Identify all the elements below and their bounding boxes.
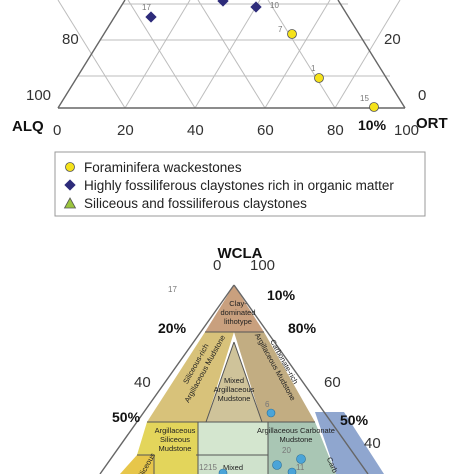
sample-point bbox=[272, 460, 282, 470]
legend-marker-circle bbox=[65, 162, 75, 172]
apex-tick-0: 0 bbox=[213, 257, 221, 274]
lower-sample-6: 6 bbox=[265, 400, 270, 409]
label-mixed-bottom: Mixed bbox=[223, 463, 243, 472]
upper-outline bbox=[57, 0, 406, 109]
claystone-point bbox=[217, 0, 229, 7]
legend-box bbox=[54, 151, 426, 217]
upper-sample-10: 10 bbox=[270, 1, 279, 10]
left-tick-100: 100 bbox=[26, 87, 51, 104]
bottom-tick-20: 20 bbox=[117, 122, 134, 139]
label-clay-dominated-1: Clay- bbox=[229, 299, 247, 308]
pct-label-right-50: 50% bbox=[340, 412, 369, 428]
sample-point bbox=[287, 467, 297, 474]
label-argillaceous-carbonate-1: Argillaceous Carbonate bbox=[257, 426, 335, 435]
wackestone-point bbox=[314, 73, 324, 83]
field-argillaceous-siliceous bbox=[137, 422, 198, 474]
lower-sample-12: 12 bbox=[199, 463, 208, 472]
lower-sample-11: 11 bbox=[296, 463, 305, 472]
left-tick-80: 80 bbox=[62, 31, 79, 48]
lower-sample-15: 15 bbox=[208, 463, 217, 472]
pct-label-right-10: 10% bbox=[267, 287, 296, 303]
field-siliceous-bottom bbox=[120, 455, 154, 474]
legend-marker-triangle bbox=[63, 197, 77, 209]
field-argillaceous-carbonate bbox=[268, 422, 336, 474]
upper-sample-17: 17 bbox=[142, 3, 151, 12]
axis-label-alq: ALQ bbox=[12, 118, 44, 135]
field-mixed-argillaceous bbox=[206, 342, 262, 422]
lower-outline bbox=[99, 284, 369, 474]
pct-label-10: 10% bbox=[358, 117, 387, 133]
sample-point bbox=[266, 408, 276, 418]
right-tick-0: 0 bbox=[418, 87, 426, 104]
side-tick-right-40: 40 bbox=[364, 435, 381, 452]
sample-point bbox=[218, 468, 228, 474]
label-argillaceous-siliceous-3: Mudstone bbox=[159, 444, 192, 453]
field-carbonate-rich bbox=[234, 332, 315, 422]
label-mixed-argillaceous-3: Mudstone bbox=[218, 394, 251, 403]
label-argillaceous-carbonate-2: Mudstone bbox=[280, 435, 313, 444]
upper-sample-1: 1 bbox=[311, 64, 316, 73]
lower-boundaries bbox=[137, 331, 315, 474]
apex-tick-100: 100 bbox=[250, 257, 275, 274]
wackestone-point bbox=[369, 102, 379, 112]
bottom-tick-40: 40 bbox=[187, 122, 204, 139]
lower-data-points bbox=[218, 408, 306, 474]
field-mixed-bottom bbox=[196, 455, 268, 474]
field-clay-dominated bbox=[205, 285, 264, 332]
legend-item-siliceous-claystones: Siliceous and fossiliferous claystones bbox=[84, 196, 307, 211]
pct-label-right-80: 80% bbox=[288, 320, 317, 336]
legend: Foraminifera wackestones Highly fossilif… bbox=[54, 151, 426, 217]
pct-label-left-50: 50% bbox=[112, 409, 141, 425]
bottom-tick-100: 100 bbox=[394, 122, 419, 139]
field-center-lower bbox=[198, 422, 268, 455]
claystone-point bbox=[250, 1, 262, 13]
label-argillaceous-siliceous-1: Argillaceous bbox=[155, 426, 196, 435]
side-tick-right-60: 60 bbox=[324, 374, 341, 391]
label-clay-dominated-2: dominated bbox=[220, 308, 255, 317]
upper-ternary: 80 100 20 0 0 20 40 60 80 100 ALQ ORT 10… bbox=[12, 0, 448, 139]
lower-ternary: Clay- dominated lithotype Siliceous-rich… bbox=[99, 245, 384, 474]
upper-grid bbox=[57, 0, 405, 109]
lower-sample-17: 17 bbox=[168, 285, 177, 294]
bottom-tick-0: 0 bbox=[53, 122, 61, 139]
sample-point bbox=[296, 454, 306, 464]
label-argillaceous-siliceous-2: Siliceous bbox=[160, 435, 190, 444]
bottom-tick-80: 80 bbox=[327, 122, 344, 139]
bottom-tick-60: 60 bbox=[257, 122, 274, 139]
right-tick-20: 20 bbox=[384, 31, 401, 48]
label-clay-dominated-3: lithotype bbox=[224, 317, 252, 326]
upper-sample-15: 15 bbox=[360, 94, 369, 103]
field-siliceous-rich bbox=[147, 332, 234, 422]
apex-label-wcla: WCLA bbox=[218, 245, 263, 262]
claystone-point bbox=[145, 11, 157, 23]
side-tick-left-40: 40 bbox=[134, 374, 151, 391]
wackestone-point bbox=[287, 29, 297, 39]
label-mixed-argillaceous-1: Mixed bbox=[224, 376, 244, 385]
label-mixed-argillaceous-2: Argillaceous bbox=[214, 385, 255, 394]
upper-sample-7: 7 bbox=[278, 25, 283, 34]
legend-item-wackestones: Foraminifera wackestones bbox=[84, 160, 242, 175]
pct-label-left-20: 20% bbox=[158, 320, 187, 336]
axis-label-ort: ORT bbox=[416, 115, 448, 132]
field-carbonate-bottom bbox=[315, 412, 384, 474]
lower-sample-20: 20 bbox=[282, 446, 291, 455]
legend-item-claystones-organic: Highly fossiliferous claystones rich in … bbox=[84, 178, 394, 193]
